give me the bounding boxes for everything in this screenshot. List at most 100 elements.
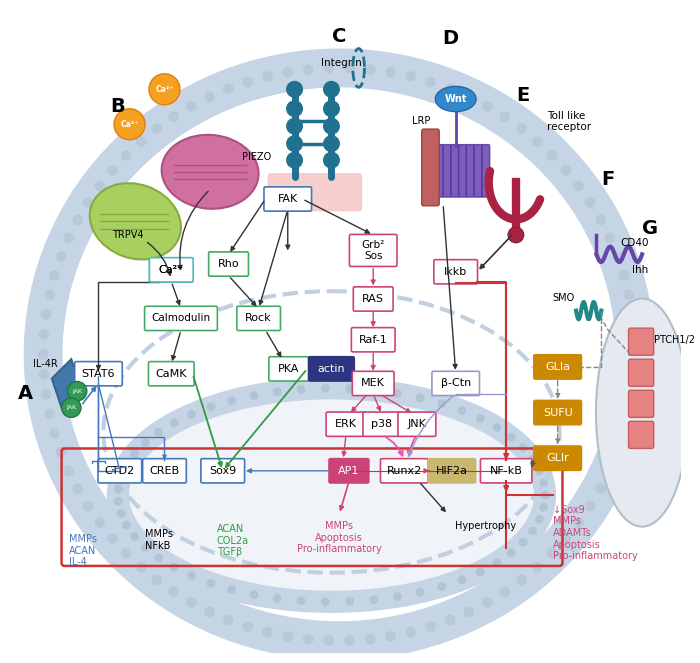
FancyBboxPatch shape — [629, 391, 654, 418]
FancyBboxPatch shape — [435, 145, 443, 197]
Circle shape — [83, 501, 94, 511]
Circle shape — [38, 369, 49, 380]
Text: STAT6: STAT6 — [82, 369, 116, 379]
Circle shape — [287, 119, 302, 134]
Circle shape — [492, 423, 501, 432]
Text: G: G — [642, 219, 658, 237]
Circle shape — [499, 586, 510, 597]
Circle shape — [206, 402, 216, 411]
Text: Grb²
Sos: Grb² Sos — [362, 239, 385, 261]
Circle shape — [535, 515, 544, 524]
Circle shape — [41, 309, 51, 320]
Circle shape — [186, 101, 197, 111]
Text: SMO: SMO — [552, 293, 574, 303]
FancyBboxPatch shape — [480, 459, 532, 483]
Circle shape — [476, 568, 484, 576]
Circle shape — [49, 270, 60, 280]
Text: CD40: CD40 — [621, 237, 649, 248]
Text: GLIa: GLIa — [545, 362, 570, 372]
Circle shape — [344, 63, 355, 74]
Circle shape — [152, 123, 162, 134]
Ellipse shape — [162, 135, 258, 209]
Circle shape — [561, 165, 571, 176]
Circle shape — [228, 585, 236, 594]
Text: Ca²⁺: Ca²⁺ — [159, 265, 184, 275]
Circle shape — [38, 349, 48, 359]
Text: Calmodulin: Calmodulin — [151, 314, 211, 324]
Circle shape — [393, 592, 402, 601]
FancyBboxPatch shape — [149, 258, 193, 282]
FancyBboxPatch shape — [534, 446, 582, 470]
Circle shape — [122, 461, 131, 469]
Polygon shape — [52, 359, 81, 408]
Circle shape — [585, 501, 596, 511]
Circle shape — [426, 621, 436, 632]
Text: F: F — [601, 170, 615, 189]
Circle shape — [573, 517, 584, 528]
FancyBboxPatch shape — [352, 371, 394, 396]
Circle shape — [262, 627, 273, 638]
Circle shape — [627, 309, 638, 320]
Circle shape — [619, 428, 629, 439]
Circle shape — [206, 579, 216, 587]
Text: Wnt: Wnt — [444, 94, 467, 104]
Circle shape — [463, 91, 475, 102]
Circle shape — [297, 385, 305, 394]
Circle shape — [323, 152, 340, 168]
Text: Ca²⁺: Ca²⁺ — [155, 85, 174, 93]
FancyBboxPatch shape — [351, 328, 395, 352]
Circle shape — [204, 607, 215, 617]
Circle shape — [345, 385, 354, 393]
FancyBboxPatch shape — [428, 459, 475, 483]
Circle shape — [627, 389, 638, 400]
Text: Ca²⁺: Ca²⁺ — [120, 120, 139, 129]
Circle shape — [624, 290, 634, 300]
Circle shape — [168, 586, 179, 597]
FancyBboxPatch shape — [434, 260, 477, 284]
Circle shape — [323, 136, 340, 151]
FancyBboxPatch shape — [149, 258, 193, 282]
Text: D: D — [442, 29, 458, 48]
Circle shape — [228, 396, 236, 405]
FancyBboxPatch shape — [309, 357, 354, 381]
Circle shape — [41, 389, 51, 400]
Circle shape — [458, 575, 466, 584]
Circle shape — [262, 71, 273, 82]
Circle shape — [323, 63, 334, 74]
Text: MMPs
NFkB: MMPs NFkB — [145, 529, 173, 551]
Circle shape — [136, 562, 146, 572]
FancyBboxPatch shape — [75, 361, 122, 386]
FancyBboxPatch shape — [458, 145, 466, 197]
Circle shape — [121, 548, 132, 559]
Circle shape — [250, 590, 258, 599]
Circle shape — [49, 428, 60, 439]
Circle shape — [458, 406, 466, 415]
Circle shape — [482, 597, 493, 608]
Circle shape — [130, 449, 139, 458]
Circle shape — [516, 123, 527, 134]
Circle shape — [149, 74, 180, 105]
Circle shape — [630, 349, 640, 359]
Circle shape — [130, 532, 139, 541]
Ellipse shape — [435, 86, 476, 111]
Text: Ihh: Ihh — [632, 265, 648, 275]
Circle shape — [519, 444, 528, 452]
Circle shape — [168, 111, 179, 122]
FancyBboxPatch shape — [237, 306, 281, 331]
Circle shape — [585, 197, 596, 208]
Text: Ca²⁺: Ca²⁺ — [159, 265, 184, 275]
Circle shape — [321, 384, 330, 392]
Circle shape — [242, 621, 253, 632]
Circle shape — [516, 575, 527, 585]
Circle shape — [55, 251, 66, 262]
Text: actin: actin — [318, 364, 345, 374]
Circle shape — [141, 438, 150, 447]
Circle shape — [370, 386, 378, 394]
Circle shape — [287, 136, 302, 151]
Circle shape — [223, 615, 234, 625]
Circle shape — [94, 517, 105, 528]
Circle shape — [385, 67, 396, 78]
Circle shape — [273, 387, 281, 396]
Circle shape — [323, 82, 340, 97]
Circle shape — [242, 77, 253, 88]
